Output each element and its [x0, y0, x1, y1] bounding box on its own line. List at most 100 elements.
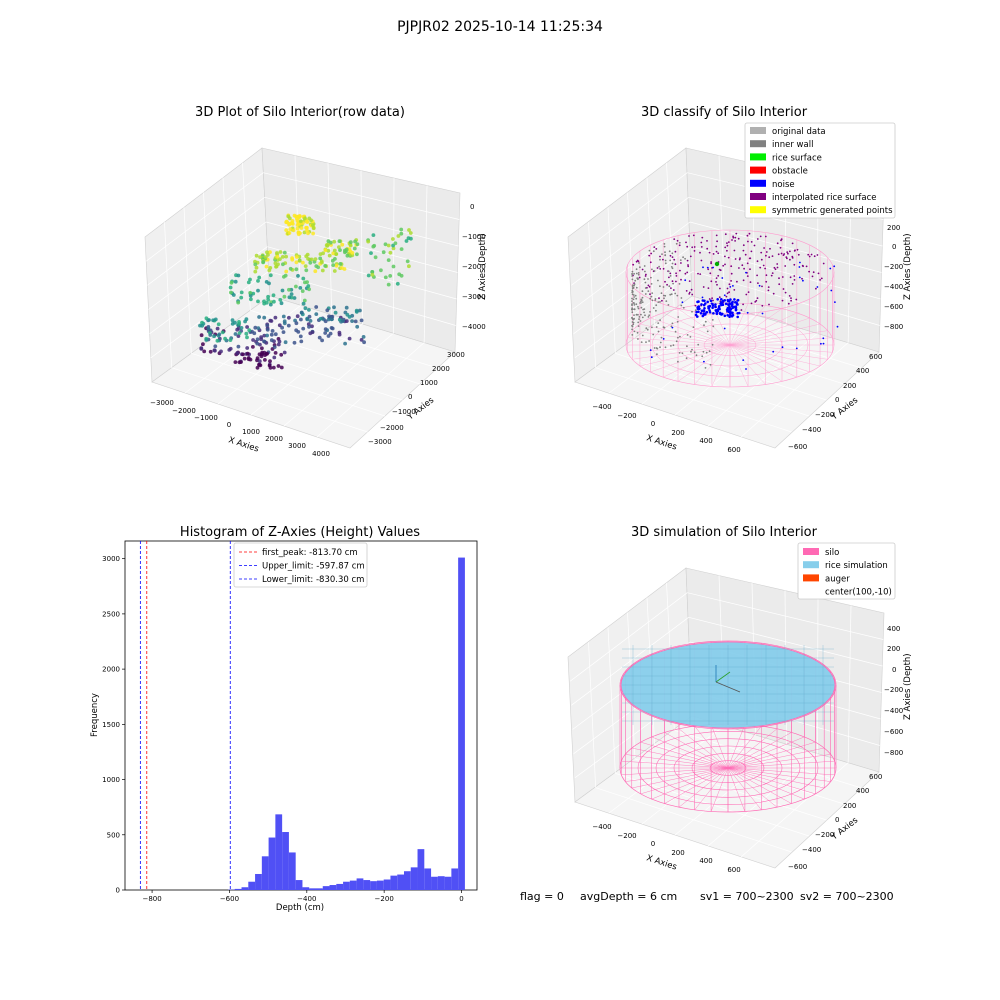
point-cloud-dot: [308, 260, 313, 265]
point-cloud-dot: [278, 257, 282, 261]
inner-wall-dot: [641, 301, 644, 304]
noise-dot: [702, 309, 705, 312]
inner-wall-dot: [631, 287, 634, 290]
interpolated-surface-dot: [812, 271, 815, 274]
interpolated-surface-dot: [730, 272, 733, 275]
histogram-bar: [370, 881, 377, 890]
interpolated-surface-dot: [749, 281, 752, 283]
interpolated-surface-dot: [786, 257, 788, 260]
interpolated-surface-dot: [764, 267, 766, 270]
interpolated-surface-dot: [760, 251, 763, 254]
interpolated-surface-dot: [711, 297, 713, 300]
interpolated-surface-dot: [692, 234, 695, 237]
inner-wall-dot: [662, 294, 665, 297]
point-cloud-dot: [216, 322, 221, 327]
p2-ztick: 200: [887, 224, 900, 232]
histogram-bar: [241, 887, 249, 890]
inner-wall-dot: [641, 290, 644, 293]
grid-line: [150, 271, 269, 359]
inner-wall-dot: [636, 331, 639, 334]
interpolated-surface-dot: [750, 241, 753, 243]
noise-dot: [721, 312, 724, 316]
point-cloud-dot: [314, 312, 319, 316]
y-tick-label: 0: [116, 887, 120, 895]
p1-ztick: −2000: [462, 263, 486, 271]
inner-wall-dot: [644, 293, 647, 295]
noise-dot: [736, 298, 740, 302]
interpolated-surface-dot: [731, 239, 733, 241]
silo-floor-spoke: [727, 767, 792, 804]
interpolated-surface-dot: [659, 255, 661, 258]
inner-wall-dot: [633, 330, 636, 333]
silo-floor-spoke: [677, 344, 731, 382]
point-cloud-dot: [338, 248, 342, 253]
point-cloud-dot: [362, 340, 366, 345]
interpolated-surface-dot: [717, 252, 720, 255]
point-cloud-dot: [332, 248, 337, 253]
interpolated-surface-dot: [768, 303, 770, 306]
point-cloud-dot: [306, 284, 311, 288]
interpolated-surface-dot: [697, 272, 699, 275]
inner-wall-dot: [656, 353, 658, 356]
point-cloud-dot: [303, 280, 307, 285]
point-cloud-dot: [345, 312, 350, 317]
p1-ztick: −3000: [462, 293, 486, 301]
point-cloud-dot: [284, 269, 289, 274]
point-cloud-dot: [263, 255, 268, 259]
interpolated-surface-dot: [671, 280, 674, 283]
interpolated-surface-dot: [771, 255, 774, 257]
point-cloud-dot: [292, 340, 297, 345]
inner-wall-dot: [632, 318, 635, 321]
interpolated-surface-dot: [658, 297, 660, 300]
legend-swatch: [803, 548, 819, 555]
inner-wall-dot: [669, 293, 672, 296]
interpolated-surface-dot: [726, 244, 729, 247]
inner-wall-dot: [631, 286, 634, 288]
histogram-bar: [295, 880, 303, 890]
legend-label: original data: [772, 127, 826, 137]
point-cloud-dot: [278, 298, 283, 302]
panel2-zlabel: Z Axies (Depth): [903, 233, 913, 300]
interpolated-surface-dot: [661, 299, 663, 302]
p2-ytick: 0: [835, 396, 839, 404]
point-cloud-dot: [233, 332, 238, 336]
point-cloud-dot: [271, 365, 276, 370]
noise-dot: [650, 356, 653, 359]
interpolated-surface-dot: [791, 283, 794, 285]
inner-wall-dot: [655, 309, 657, 312]
point-cloud-dot: [388, 250, 393, 255]
inner-wall-dot: [686, 345, 688, 348]
inner-wall-dot: [677, 316, 680, 318]
inner-wall-dot: [663, 243, 666, 245]
silo-floor-spoke: [621, 767, 729, 776]
interpolated-surface-dot: [693, 246, 696, 248]
point-cloud-dot: [236, 300, 241, 305]
point-cloud-dot: [269, 332, 274, 337]
inner-wall-dot: [655, 326, 658, 328]
silo-floor-spoke: [729, 323, 821, 346]
point-cloud-dot: [290, 257, 295, 262]
inner-wall-dot: [631, 328, 633, 331]
point-cloud-dot: [262, 301, 267, 306]
point-cloud-dot: [328, 331, 333, 336]
inner-wall-dot: [659, 319, 661, 321]
inner-wall-dot: [643, 308, 646, 310]
point-cloud-dot: [371, 233, 376, 238]
p4-xtick: 0: [651, 840, 655, 848]
inner-wall-dot: [637, 307, 640, 310]
interpolated-surface-dot: [767, 286, 770, 288]
interpolated-surface-dot: [715, 250, 718, 253]
silo-floor-spoke: [729, 303, 749, 346]
point-cloud-dot: [257, 359, 262, 364]
p4-ytick: 0: [835, 816, 839, 824]
inner-wall-dot: [633, 314, 635, 316]
legend-label: silo: [825, 548, 839, 558]
inner-wall-dot: [690, 350, 692, 353]
point-cloud-dot: [264, 280, 269, 284]
point-cloud-dot: [273, 261, 278, 266]
silo-floor-spoke: [729, 305, 766, 346]
inner-wall-dot: [652, 333, 655, 336]
inner-wall-dot: [631, 334, 634, 336]
histogram-bar: [424, 868, 432, 890]
inner-wall-dot: [657, 322, 660, 324]
